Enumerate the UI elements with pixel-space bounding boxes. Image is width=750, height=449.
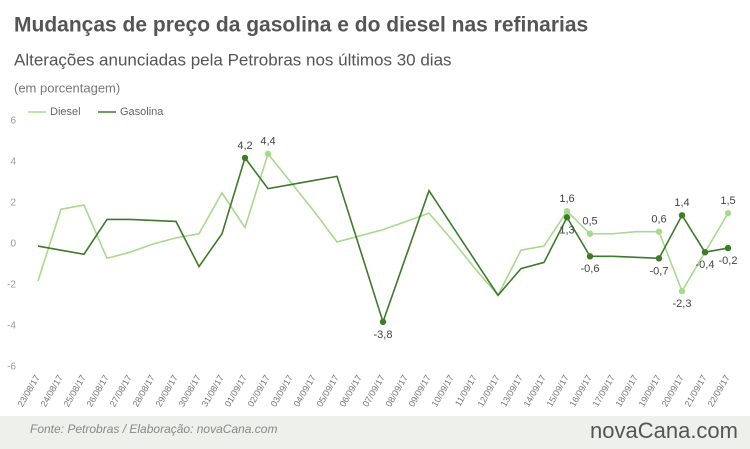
footer-band	[0, 416, 750, 449]
point-marker	[563, 208, 571, 215]
y-tick-label: -4	[7, 321, 16, 332]
data-label: -0,7	[650, 265, 669, 277]
x-tick-label: 22/09/17	[706, 373, 732, 408]
point-marker	[678, 212, 686, 219]
point-marker	[655, 255, 663, 262]
data-label: 1,3	[559, 224, 574, 236]
y-tick-label: -6	[7, 362, 16, 373]
data-label: -3,8	[374, 329, 393, 341]
point-marker	[701, 249, 709, 256]
point-marker	[724, 244, 732, 252]
x-tick-label: 11/09/17	[453, 373, 479, 408]
point-marker	[678, 287, 686, 295]
line	[37, 152, 729, 297]
data-label: 0,5	[582, 216, 597, 228]
data-label: 4,4	[260, 136, 275, 148]
data-label: -0,2	[719, 255, 738, 267]
point-marker	[655, 228, 663, 235]
data-label: -0,6	[581, 263, 600, 275]
data-label: 0,6	[651, 214, 666, 226]
data-label: 1,6	[559, 193, 574, 205]
y-tick-label: 2	[10, 198, 16, 209]
data-label: 1,5	[720, 195, 735, 207]
point-marker	[563, 214, 571, 221]
unit-note: (em porcentagem)	[14, 80, 120, 95]
brand-logo: novaCana.com	[590, 418, 738, 443]
legend-label: Gasolina	[120, 106, 164, 118]
y-tick-label: 6	[10, 116, 16, 127]
point-marker	[724, 210, 732, 217]
point-marker	[586, 230, 594, 237]
chart-title: Mudanças de preço da gasolina e do diese…	[14, 14, 588, 37]
point-marker	[586, 253, 594, 260]
line	[37, 156, 729, 325]
legend-label: Diesel	[50, 106, 81, 118]
point-marker	[264, 150, 272, 157]
y-tick-label: 0	[10, 239, 16, 250]
y-tick-label: 4	[10, 157, 16, 168]
data-label: 4,2	[237, 140, 252, 152]
data-label: 1,4	[674, 197, 689, 209]
data-label: -0,4	[696, 259, 715, 271]
point-marker	[241, 154, 249, 162]
source: Fonte: Petrobras / Elaboração: novaCana.…	[30, 422, 277, 436]
subtitle: Alterações anunciadas pela Petrobras nos…	[14, 50, 452, 69]
y-tick-label: -2	[7, 280, 16, 291]
data-label: -2,3	[673, 298, 692, 310]
point-marker	[379, 318, 387, 326]
